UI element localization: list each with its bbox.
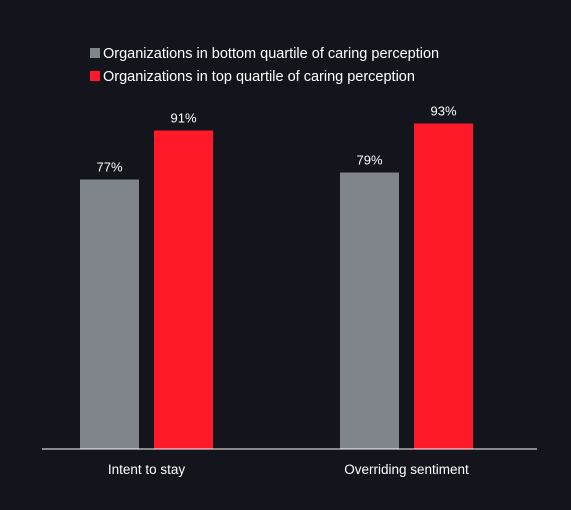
legend-swatch-2 [90, 71, 100, 81]
bars [80, 123, 473, 449]
bar-bottom-quartile-1 [80, 179, 139, 449]
legend-swatch-1 [90, 48, 100, 58]
bar-bottom-quartile-2 [340, 172, 399, 449]
value-labels: 77% 91% 79% 93% [96, 104, 456, 175]
category-label-1: Intent to stay [108, 462, 186, 477]
category-label-2: Overriding sentiment [344, 462, 469, 477]
value-label-bottom-quartile-1: 77% [96, 160, 122, 175]
category-labels: Intent to stay Overriding sentiment [108, 462, 469, 477]
bar-top-quartile-2 [414, 123, 473, 449]
value-label-top-quartile-2: 93% [430, 104, 456, 119]
legend-label-2: Organizations in top quartile of caring … [103, 69, 415, 85]
value-label-bottom-quartile-2: 79% [356, 153, 382, 168]
legend: Organizations in bottom quartile of cari… [90, 46, 439, 85]
value-label-top-quartile-1: 91% [170, 111, 196, 126]
legend-label-1: Organizations in bottom quartile of cari… [103, 46, 439, 62]
bar-top-quartile-1 [154, 130, 213, 449]
